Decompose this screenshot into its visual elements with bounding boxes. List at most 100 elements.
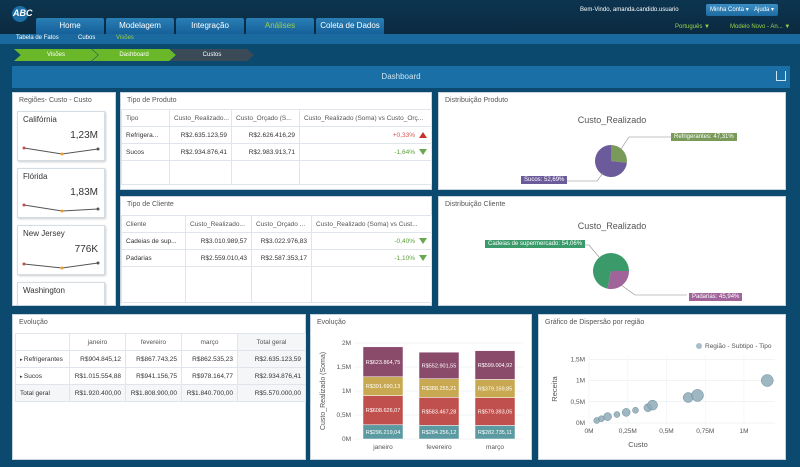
bar-data-label: R$623.864,75 xyxy=(366,360,401,366)
cell: R$904.845,12 xyxy=(69,350,126,368)
expand-arrow-icon[interactable]: ▸ xyxy=(20,356,24,363)
bar-segment[interactable] xyxy=(418,351,460,379)
dispersao-title: Gráfico de Dispersão por região xyxy=(545,319,645,326)
row-label: Refrigerantes xyxy=(23,355,63,363)
bar-data-label: R$552.901,55 xyxy=(422,363,457,369)
col-header xyxy=(15,333,70,351)
col-header[interactable]: Custo_Realizado... xyxy=(169,109,232,127)
pie-slice-padarias[interactable] xyxy=(607,271,630,290)
col-header[interactable]: Custo_Realizado... xyxy=(185,215,252,233)
col-header[interactable]: Cliente xyxy=(121,215,186,233)
region-value: 776K xyxy=(74,244,98,255)
bar-segment[interactable] xyxy=(474,397,516,426)
pie-slice-cadeias[interactable] xyxy=(593,253,629,289)
pie-label-cadeias: Cadeias de supermercado: 54,06% xyxy=(485,240,586,248)
cell: Padarias xyxy=(121,249,186,267)
region-name: Califórnia xyxy=(23,115,57,124)
model-select[interactable]: Modelo Novo - An... ▼ xyxy=(730,24,790,30)
scatter-point[interactable] xyxy=(632,407,639,414)
sparkline-florida xyxy=(22,203,100,213)
app-logo[interactable]: ABC xyxy=(4,4,34,24)
table-row[interactable]: ▸ Sucos R$1.015.554,88 R$941.156,75 R$97… xyxy=(15,367,306,385)
regioes-panel: Regiões- Custo - Custo Califórnia 1,23M … xyxy=(12,92,116,306)
scatter-point[interactable] xyxy=(691,389,704,402)
table-row[interactable]: Padarias R$2.559.010,43 R$2.587.353,17 -… xyxy=(121,249,432,267)
arrow-down-icon xyxy=(419,254,427,261)
cell-variance: +0,33% xyxy=(299,126,432,144)
col-header[interactable]: fevereiro xyxy=(125,333,182,351)
table-row[interactable]: ▸ Refrigerantes R$904.845,12 R$867.743,2… xyxy=(15,350,306,368)
scatter-point[interactable] xyxy=(613,411,621,418)
region-card-new-jersey[interactable]: New Jersey 776K xyxy=(17,225,105,275)
expand-arrow-icon[interactable]: ▸ xyxy=(20,373,24,380)
cell-variance: -0,40% xyxy=(311,232,432,250)
tipo-cliente-panel: Tipo de Cliente Cliente Custo_Realizado.… xyxy=(120,196,432,306)
bar-segment[interactable] xyxy=(362,346,404,378)
y-tick-label: 1M xyxy=(576,378,585,385)
scatter-point[interactable] xyxy=(761,374,774,387)
subnav-cubos[interactable]: Cubos xyxy=(78,35,96,41)
export-icon[interactable] xyxy=(776,71,786,81)
bar-data-label: R$583.467,28 xyxy=(422,409,457,415)
cell: R$2.626.416,29 xyxy=(231,126,300,144)
cell: R$2.559.010,43 xyxy=(185,249,252,267)
subnav-visoes[interactable]: Visões xyxy=(116,35,134,41)
account-button[interactable]: Minha Conta ▾ xyxy=(706,4,753,16)
breadcrumb-dashboard[interactable]: Dashboard xyxy=(92,49,176,61)
cell: Refrigera... xyxy=(121,126,170,144)
col-header[interactable]: Custo_Orçado ... xyxy=(251,215,312,233)
top-bar: ABC Home Modelagem Integração Análises C… xyxy=(0,0,800,34)
table-row[interactable]: Refrigera... R$2.635.123,59 R$2.626.416,… xyxy=(121,126,432,144)
scatter-point[interactable] xyxy=(647,399,658,411)
logo-text: ABC xyxy=(13,8,33,18)
bar-segment[interactable] xyxy=(474,350,516,380)
language-select[interactable]: Português ▼ xyxy=(675,24,710,30)
tab-coleta-de-dados[interactable]: Coleta de Dados xyxy=(316,18,384,34)
col-header[interactable]: março xyxy=(181,333,238,351)
row-header-expandable[interactable]: ▸ Refrigerantes xyxy=(15,350,70,368)
breadcrumb-visoes[interactable]: Visões xyxy=(14,49,98,61)
region-name: New Jersey xyxy=(23,229,65,238)
arrow-down-icon xyxy=(419,148,427,155)
col-header[interactable]: Custo_Orçado (S... xyxy=(231,109,300,127)
breadcrumb-custos[interactable]: Custos xyxy=(170,49,254,61)
subnav-tabela-de-fatos[interactable]: Tabela de Fatos xyxy=(16,35,59,41)
tab-modelagem[interactable]: Modelagem xyxy=(106,18,174,34)
chevron-down-icon: ▼ xyxy=(704,24,710,30)
bar-segment[interactable] xyxy=(418,397,460,426)
row-header-expandable[interactable]: ▸ Sucos xyxy=(15,367,70,385)
arrow-up-icon xyxy=(419,131,427,138)
col-header[interactable]: Custo_Realizado (Soma) vs Cust... xyxy=(311,215,432,233)
pie-label-padarias: Padarias: 45,94% xyxy=(689,293,743,301)
pie-slice-sucos[interactable] xyxy=(594,145,627,177)
col-header[interactable]: Custo_Realizado (Soma) vs Custo_Orç... xyxy=(299,109,432,127)
bar-data-label: R$388.255,21 xyxy=(422,386,457,392)
cell: R$5.570.000,00 xyxy=(237,384,306,402)
x-axis-label: Custo xyxy=(628,440,648,449)
help-button[interactable]: Ajuda ▾ xyxy=(750,4,779,16)
tab-home[interactable]: Home xyxy=(36,18,104,34)
row-label: Sucos xyxy=(23,372,42,380)
region-card-california[interactable]: Califórnia 1,23M xyxy=(17,111,105,161)
region-card-florida[interactable]: Flórida 1,83M xyxy=(17,168,105,218)
tipo-cliente-table: Cliente Custo_Realizado... Custo_Orçado … xyxy=(121,215,432,303)
scatter-point[interactable] xyxy=(621,408,631,417)
scatter-point[interactable] xyxy=(603,412,612,421)
tab-integracao[interactable]: Integração xyxy=(176,18,244,34)
col-header[interactable]: Tipo xyxy=(121,109,170,127)
region-card-washington[interactable]: Washington xyxy=(17,282,105,305)
dist-produto-panel: Distribuição Produto Custo_Realizado Ref… xyxy=(438,92,786,190)
tab-analises[interactable]: Análises xyxy=(246,18,314,34)
cell: R$2.635.123,59 xyxy=(237,350,306,368)
table-row[interactable]: Cadeias de sup... R$3.010.989,57 R$3.022… xyxy=(121,232,432,250)
col-header[interactable]: janeiro xyxy=(69,333,126,351)
region-name: Flórida xyxy=(23,172,48,181)
tipo-cliente-title: Tipo de Cliente xyxy=(127,201,174,208)
table-row[interactable]: Sucos R$2.934.876,41 R$2.983.913,71 -1,6… xyxy=(121,143,432,161)
x-tick-label: 1M xyxy=(739,428,748,435)
col-header[interactable]: Total geral xyxy=(237,333,306,351)
cell-variance: -1,64% xyxy=(299,143,432,161)
cell: R$3.022.976,83 xyxy=(251,232,312,250)
table-row-total[interactable]: Total geral R$1.920.400,00 R$1.808.900,0… xyxy=(15,384,306,402)
pie-slice-refrigerantes[interactable] xyxy=(611,145,627,163)
